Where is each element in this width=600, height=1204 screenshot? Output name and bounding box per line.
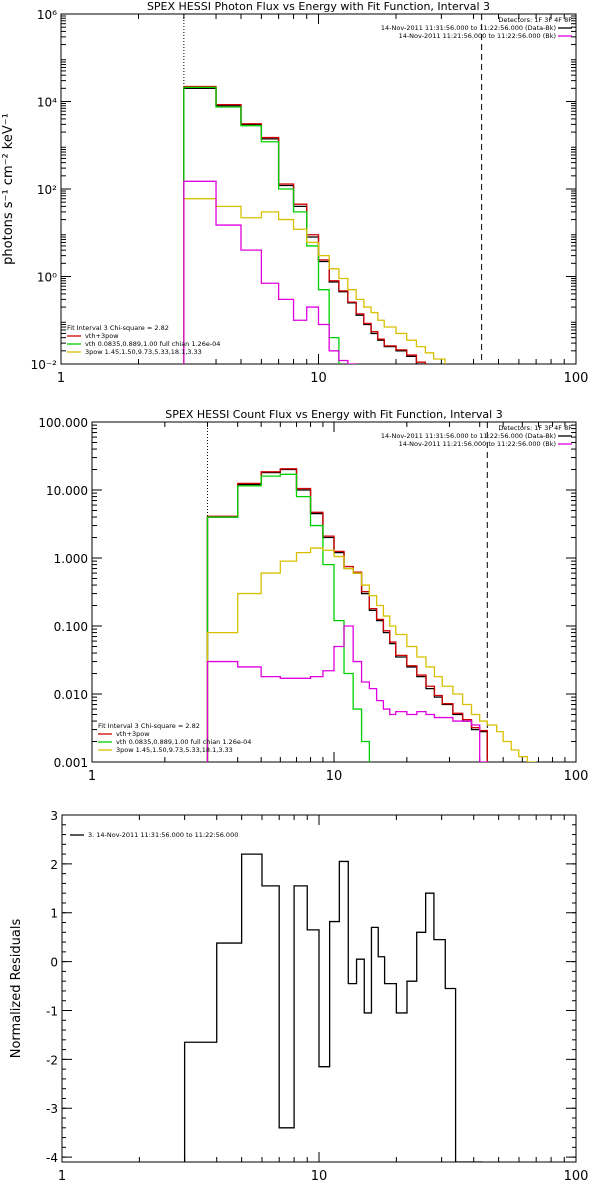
y-tick-label: 0.100	[54, 620, 88, 634]
legend-entry-label: vth+3pow	[116, 730, 150, 738]
x-tick-label: 10	[311, 1169, 328, 1184]
chart-title: SPEX HESSI Count Flux vs Energy with Fit…	[165, 408, 502, 421]
legend-entry-label: 14-Nov-2011 11:31:56.000 to 11:22:56.000…	[381, 432, 556, 440]
y-tick-label: 0.010	[54, 688, 88, 702]
x-tick-label: 10	[326, 769, 343, 784]
y-tick-label: 1	[50, 907, 58, 921]
legend-entry-label: vth 0.0835,0.889,1.00 full chian 1.26e-0…	[116, 738, 251, 746]
y-tick-label: 0.001	[54, 756, 88, 770]
series-line-4	[206, 547, 537, 762]
x-tick-label: 1	[88, 769, 96, 784]
legend-entry-label: 3pow 1.45,1.50,9.73,5.33,18.1,3.33	[85, 348, 202, 356]
x-tick-label: 1	[57, 371, 65, 386]
series-line-1	[183, 853, 483, 1162]
series-line-3	[183, 86, 340, 364]
series-line-5	[183, 180, 357, 364]
y-axis-label: photons s⁻¹ cm⁻² keV⁻¹	[1, 113, 16, 265]
y-axis-label: Normalized Residuals	[9, 919, 24, 1059]
x-tick-label: 100	[564, 371, 589, 386]
legend-entry-label: 3. 14-Nov-2011 11:31:56.000 to 11:22:56.…	[88, 831, 238, 839]
y-tick-label: -1	[46, 1004, 58, 1018]
y-tick-label: -3	[46, 1102, 58, 1116]
y-tick-label: 10⁶	[37, 8, 57, 22]
legend-entry-label: 14-Nov-2011 11:21:56.000 to 11:22:56.000…	[399, 32, 556, 40]
series-line-2	[183, 85, 427, 364]
legend-entry-label: 14-Nov-2011 11:31:56.000 to 11:22:56.000…	[381, 24, 556, 32]
y-tick-label: 10⁴	[37, 96, 57, 110]
legend-header: Fit Interval 3 Chi-square = 2.82	[67, 324, 169, 332]
x-tick-label: 10	[310, 371, 327, 386]
chart-panel-2: SPEX HESSI Count Flux vs Energy with Fit…	[38, 408, 588, 784]
y-tick-label: 10⁻²	[31, 358, 58, 372]
x-tick-label: 100	[564, 1169, 589, 1184]
chart-panel-3: 1 10 100 -4 -3 -2 -1 0 1 2 3 Normalized Residuals 3.…	[9, 809, 588, 1184]
series-line-5	[206, 625, 488, 762]
series-line-3	[206, 473, 371, 762]
legend-entry-label: vth 0.0835,0.889,1.00 full chian 1.26e-0…	[85, 340, 220, 348]
y-tick-label: 3	[50, 809, 58, 823]
legend-header: Detectors: 1F 3F 4F 8F	[498, 424, 572, 432]
y-tick-label: 100.000	[38, 416, 88, 430]
legend-entry-label: 14-Nov-2011 11:21:56.000 to 11:22:56.000…	[399, 440, 556, 448]
series-line-1	[206, 468, 488, 762]
series-line-1	[183, 87, 427, 364]
chart-title: SPEX HESSI Photon Flux vs Energy with Fi…	[147, 0, 490, 13]
legend-entry-label: 3pow 1.45,1.50,9.73,5.33,18.1,3.33	[116, 746, 233, 754]
y-tick-label: -4	[46, 1151, 58, 1165]
legend-header: Detectors: 1F 3F 4F 8F	[498, 16, 572, 24]
y-tick-label: 2	[50, 858, 58, 872]
legend-header: Fit Interval 3 Chi-square = 2.82	[98, 722, 200, 730]
y-tick-label: 10²	[37, 183, 57, 197]
y-tick-label: 10⁰	[37, 271, 57, 285]
y-tick-label: 0	[50, 956, 58, 970]
y-tick-label: 1.000	[54, 552, 88, 566]
series-line-2	[206, 468, 488, 762]
legend-entry-label: vth+3pow	[85, 332, 119, 340]
y-tick-label: 10.000	[46, 484, 88, 498]
chart-panel-1: SPEX HESSI Photon Flux vs Energy with Fi…	[1, 0, 589, 386]
series-line-4	[183, 198, 446, 364]
x-tick-label: 1	[58, 1169, 66, 1184]
x-tick-label: 100	[564, 769, 589, 784]
y-tick-label: -2	[46, 1053, 58, 1067]
